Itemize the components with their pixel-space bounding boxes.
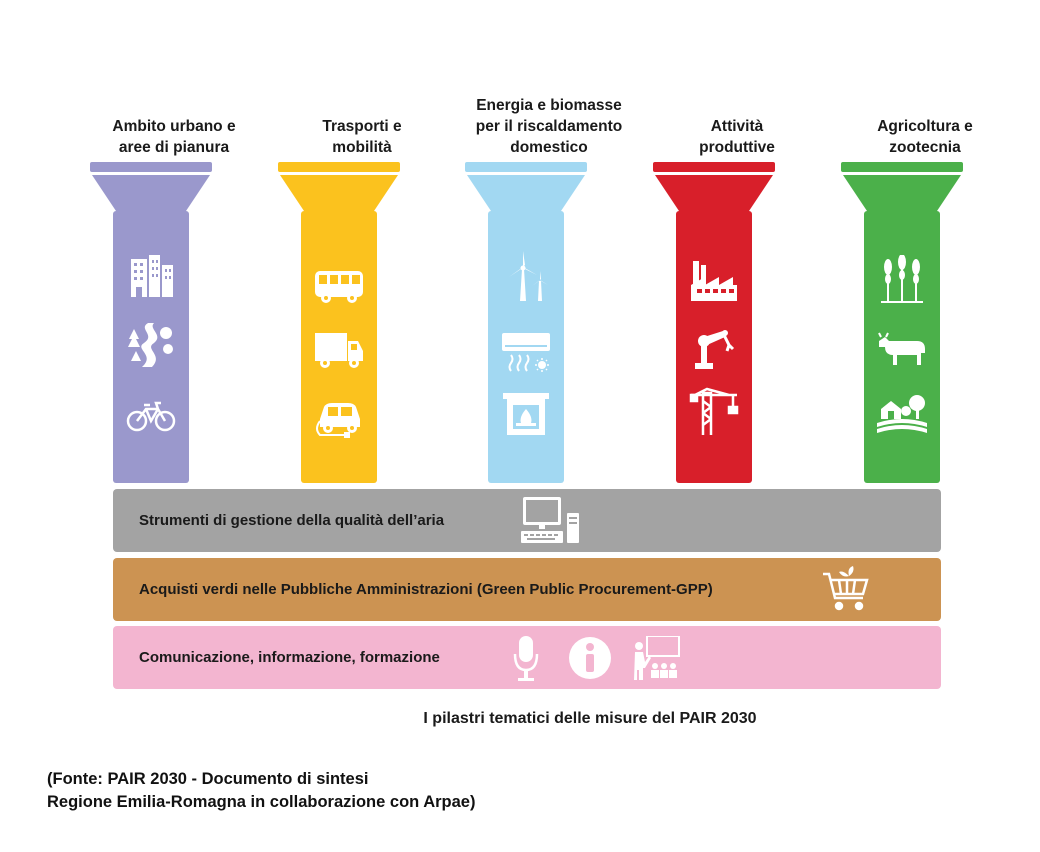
pillar-cap [653, 162, 775, 172]
source-line-2: Regione Emilia-Romagna in collaborazione… [47, 793, 476, 811]
pillar-cap [841, 162, 963, 172]
band-comunicazione: Comunicazione, informazione, formazione [113, 626, 941, 689]
pillar-shaft [676, 211, 752, 483]
robot-arm-icon [695, 330, 735, 369]
pillar-capital [467, 175, 585, 211]
truck-icon [315, 333, 363, 368]
pillar-shaft [488, 211, 564, 483]
wheat-icon [881, 255, 923, 303]
pillar-capital [92, 175, 210, 211]
band-label: Strumenti di gestione della qualità dell… [139, 512, 445, 529]
pillar-trasporti: Trasporti e mobilità [278, 0, 432, 486]
computer-icon [521, 497, 579, 543]
source-line-1: (Fonte: PAIR 2030 - Documento di sintesi [47, 770, 369, 788]
cow-icon [878, 332, 925, 365]
teacher-icon [634, 636, 680, 680]
pillar-cap [278, 162, 400, 172]
pillar-shaft [301, 211, 377, 483]
pillar-energia: Energia e biomasse per il riscaldamento … [465, 0, 622, 486]
band-label: Comunicazione, informazione, formazione [139, 649, 440, 666]
bus-icon [315, 271, 363, 303]
pillar-agricoltura: Agricoltura e zootecnia [841, 0, 995, 486]
crane-icon [689, 387, 739, 435]
band-label: Acquisti verdi nelle Pubbliche Amministr… [139, 581, 713, 598]
pillar-cap [90, 162, 212, 172]
diagram-caption: I pilastri tematici delle misure del PAI… [423, 710, 757, 727]
fireplace-icon [503, 393, 549, 435]
pillar-attivita: Attività produttive [653, 0, 807, 486]
pillar-capital [655, 175, 773, 211]
electric-car-icon [316, 403, 360, 438]
microphone-icon [513, 636, 539, 681]
pillar-title: Agricoltura e zootecnia [877, 118, 973, 156]
buildings-icon [131, 255, 173, 297]
source-note: (Fonte: PAIR 2030 - Documento di sintesi… [47, 768, 475, 814]
farm-icon [877, 395, 927, 433]
pillar-urbano: Ambito urbano e aree di pianura [90, 0, 244, 486]
river-trees-icon [128, 323, 173, 367]
air-conditioner-icon [502, 333, 550, 372]
pillar-title: Ambito urbano e aree di pianura [112, 118, 236, 156]
pillar-capital [843, 175, 961, 211]
pillar-shaft [113, 211, 189, 483]
pillar-cap [465, 162, 587, 172]
factory-icon [691, 261, 737, 301]
band-qualita-aria: Strumenti di gestione della qualità dell… [113, 489, 941, 552]
pillar-title: Attività produttive [699, 118, 775, 156]
pillar-title: Energia e biomasse per il riscaldamento … [475, 97, 623, 156]
info-icon [569, 637, 611, 679]
pillar-shaft [864, 211, 940, 483]
pillar-capital [280, 175, 398, 211]
band-acquisti-verdi: Acquisti verdi nelle Pubbliche Amministr… [113, 558, 941, 621]
bicycle-icon [126, 401, 176, 432]
wind-turbine-icon [509, 251, 548, 301]
pillar-title: Trasporti e mobilità [322, 118, 402, 156]
green-cart-icon [823, 566, 869, 611]
